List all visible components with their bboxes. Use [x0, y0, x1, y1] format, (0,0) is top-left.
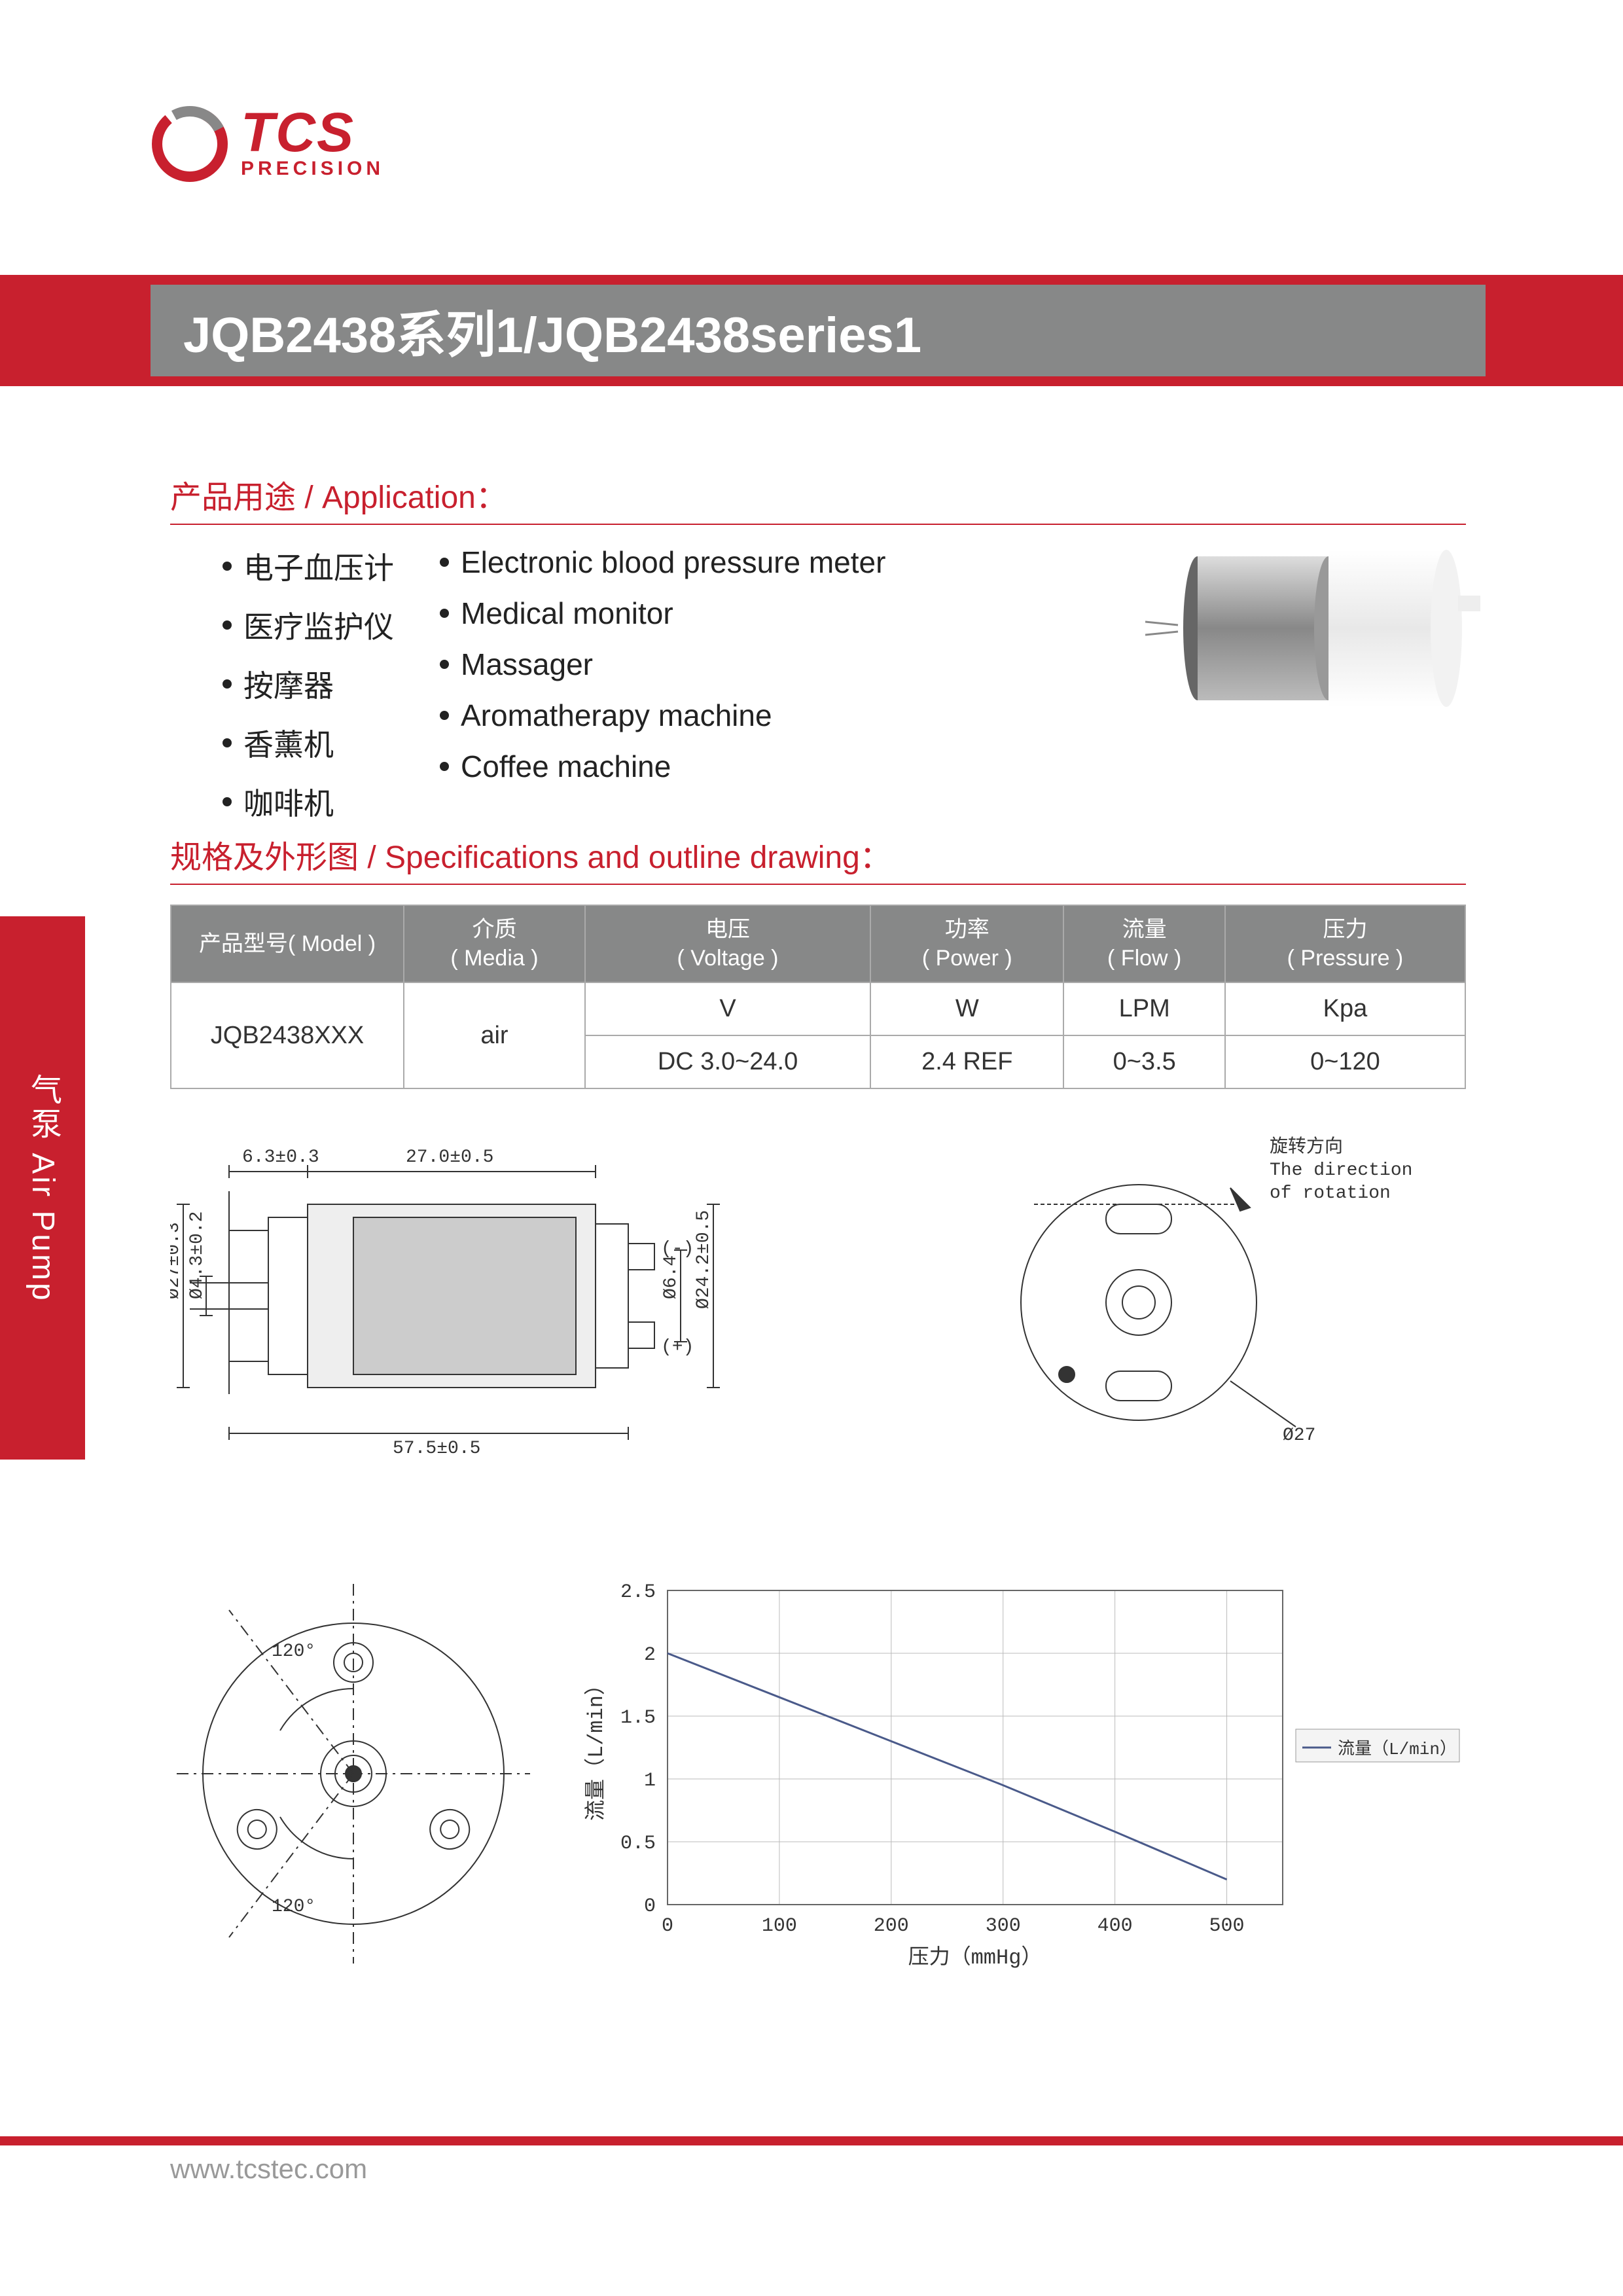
svg-text:300: 300 [986, 1915, 1021, 1937]
svg-text:0.5: 0.5 [620, 1833, 656, 1855]
brand-name: TCS [241, 108, 384, 158]
svg-text:(-): (-) [661, 1239, 694, 1259]
spec-val-w: 2.4 REF [870, 1035, 1063, 1088]
app-cn-4: 咖啡机 [243, 780, 334, 823]
app-en-2: Massager [461, 647, 593, 682]
application-heading: 产品用途 / Application： [170, 471, 1466, 525]
spec-media: air [404, 982, 585, 1088]
brand-logo: T TCS PRECISION [151, 105, 384, 183]
spec-table: 产品型号( Model ) 介质( Media ) 电压( Voltage ) … [170, 905, 1466, 1089]
spec-val-flow: 0~3.5 [1063, 1035, 1224, 1088]
svg-text:1: 1 [644, 1770, 656, 1792]
svg-text:120°: 120° [272, 1641, 315, 1662]
svg-text:27.0±0.5: 27.0±0.5 [406, 1147, 493, 1168]
outline-drawings: 6.3±0.3 27.0±0.5 57.5±0.5 Ø27±0.3 Ø4.3±0… [170, 1113, 1466, 1518]
svg-text:500: 500 [1209, 1915, 1245, 1937]
spec-unit-v: V [585, 982, 870, 1035]
svg-text:6.3±0.3: 6.3±0.3 [242, 1147, 319, 1168]
footer-url: www.tcstec.com [170, 2153, 367, 2185]
svg-text:Ø4.3±0.2: Ø4.3±0.2 [187, 1211, 207, 1299]
app-cn-2: 按摩器 [243, 662, 334, 706]
spec-unit-w: W [870, 982, 1063, 1035]
svg-text:旋转方向: 旋转方向 [1270, 1136, 1343, 1158]
svg-text:2: 2 [644, 1644, 656, 1666]
svg-text:流量（L/min）: 流量（L/min） [584, 1674, 609, 1821]
svg-text:The direction: The direction [1270, 1160, 1412, 1181]
svg-text:0: 0 [662, 1915, 673, 1937]
svg-text:(+): (+) [661, 1337, 694, 1357]
svg-text:200: 200 [874, 1915, 909, 1937]
spec-model: JQB2438XXX [171, 982, 404, 1088]
flow-pressure-chart: 0 0.5 1 1.5 2 2.5 0 100 200 300 400 500 压力（mmHg） 流量（L… [576, 1571, 1466, 2042]
footer-line [0, 2136, 1623, 2145]
front-circle-drawing: 120° 120° [170, 1571, 537, 1977]
app-en-1: Medical monitor [461, 596, 673, 631]
side-tab: 气泵 Air Pump [0, 916, 85, 1460]
spec-val-v: DC 3.0~24.0 [585, 1035, 870, 1088]
specifications-heading: 规格及外形图 / Specifications and outline draw… [170, 831, 1466, 885]
app-en-4: Coffee machine [461, 749, 671, 784]
svg-text:压力（mmHg）: 压力（mmHg） [908, 1945, 1043, 1970]
svg-text:Ø24.2±0.5: Ø24.2±0.5 [694, 1210, 714, 1309]
svg-text:120°: 120° [272, 1897, 315, 1917]
app-cn-1: 医疗监护仪 [243, 603, 394, 647]
logo-icon: T [151, 105, 229, 183]
svg-text:100: 100 [762, 1915, 797, 1937]
application-list-cn: 电子血压计 医疗监护仪 按摩器 香薰机 咖啡机 [223, 545, 394, 823]
svg-text:Ø6.4: Ø6.4 [661, 1255, 681, 1299]
page-title: JQB2438系列1/JQB2438series1 [183, 295, 921, 367]
svg-text:Ø27: Ø27 [1283, 1426, 1315, 1446]
product-photo [1145, 524, 1486, 733]
brand-sub: PRECISION [241, 158, 384, 180]
side-tab-label: 气泵 Air Pump [20, 1073, 65, 1303]
svg-text:57.5±0.5: 57.5±0.5 [393, 1439, 480, 1459]
app-cn-0: 电子血压计 [243, 545, 394, 588]
svg-text:流量（L/min）: 流量（L/min） [1338, 1739, 1457, 1759]
spec-unit-lpm: LPM [1063, 982, 1224, 1035]
svg-text:T: T [182, 126, 204, 161]
title-bar: JQB2438系列1/JQB2438series1 [151, 285, 1486, 376]
specifications-section: 规格及外形图 / Specifications and outline draw… [170, 831, 1466, 1089]
app-en-0: Electronic blood pressure meter [461, 545, 885, 580]
application-list-en: Electronic blood pressure meter Medical … [440, 545, 885, 823]
spec-val-pressure: 0~120 [1225, 1035, 1465, 1088]
svg-text:0: 0 [644, 1895, 656, 1918]
svg-text:400: 400 [1097, 1915, 1133, 1937]
spec-unit-kpa: Kpa [1225, 982, 1465, 1035]
app-en-3: Aromatherapy machine [461, 698, 772, 733]
svg-text:of rotation: of rotation [1270, 1183, 1391, 1204]
app-cn-3: 香薰机 [243, 721, 334, 764]
svg-text:Ø27±0.3: Ø27±0.3 [170, 1222, 184, 1299]
svg-text:2.5: 2.5 [620, 1581, 656, 1604]
svg-text:1.5: 1.5 [620, 1707, 656, 1729]
